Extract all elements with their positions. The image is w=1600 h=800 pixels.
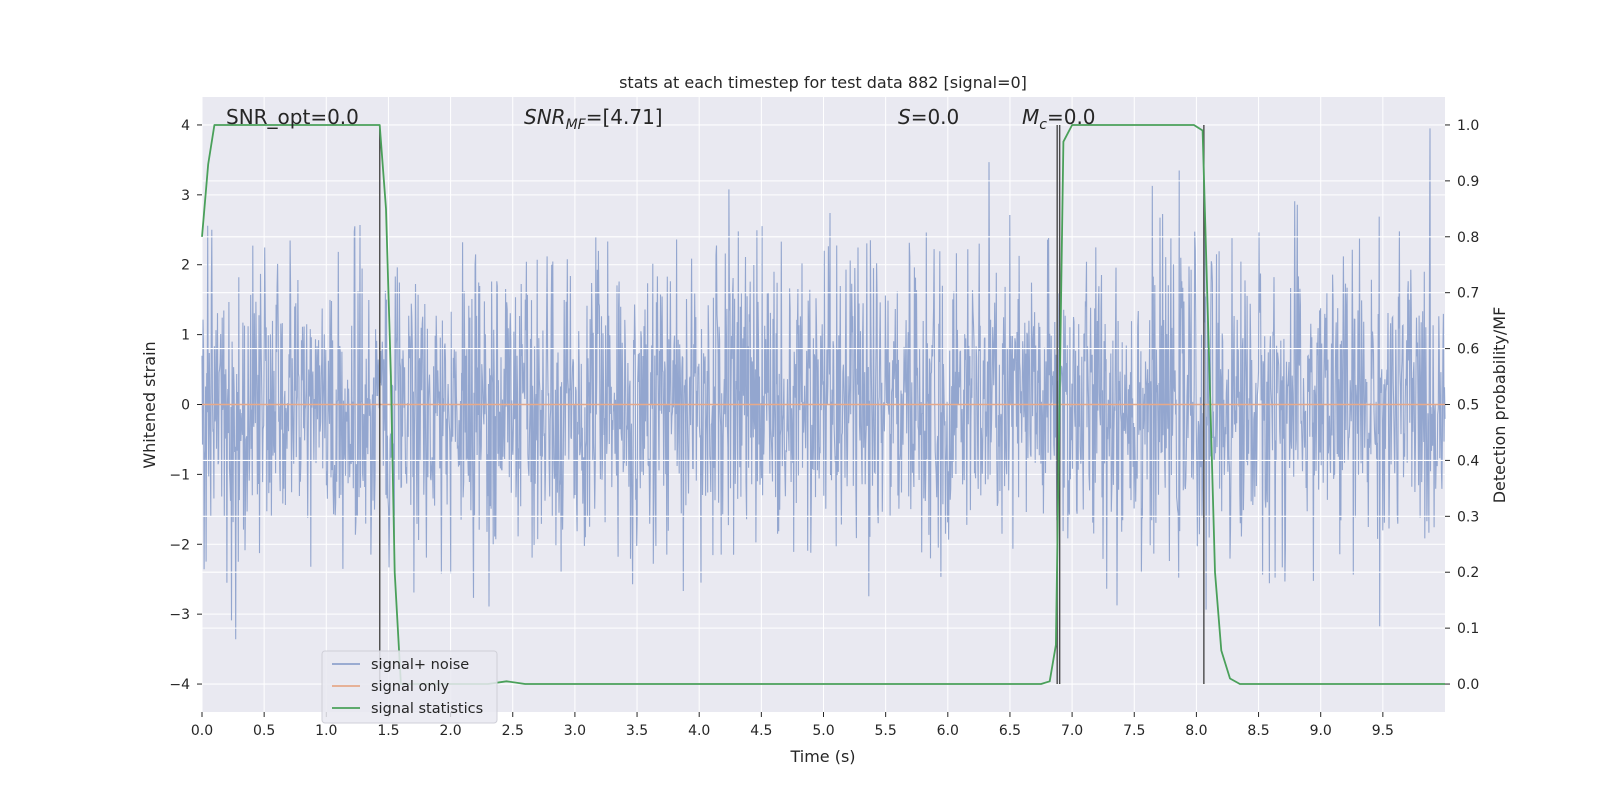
y-axis-label-right: Detection probability/MF: [1490, 307, 1509, 504]
x-tick-label: 3.0: [564, 723, 586, 739]
x-tick-label: 9.5: [1372, 723, 1394, 739]
legend-label-signal-statistics: signal statistics: [371, 701, 483, 717]
annotation-snr-mf-main: SNR: [524, 105, 566, 129]
y-left-tick-label: 4: [181, 118, 190, 134]
y-left-tick-label: 0: [181, 398, 190, 414]
annotation-mc-main: M: [1022, 105, 1039, 129]
annotation-snr-mf-sub: MF: [566, 117, 587, 133]
legend-label-signal-only: signal only: [371, 679, 450, 695]
signal-statistics-line: [201, 124, 1445, 685]
y-right-tick-label: 0.4: [1457, 453, 1479, 469]
x-tick-label: 5.0: [812, 723, 834, 739]
annotation-snr-mf: SNRMF=[4.71]: [524, 105, 663, 133]
x-tick-label: 6.0: [937, 723, 959, 739]
x-tick-label: 8.0: [1185, 723, 1207, 739]
y-left-tick-label: −1: [169, 467, 190, 483]
y-right-tick-label: 0.1: [1457, 621, 1479, 637]
annotation-snr-mf-value: =[4.71]: [586, 105, 663, 129]
x-tick-label: 4.5: [750, 723, 772, 739]
y-left-tick-label: −4: [169, 677, 190, 693]
y-right-tick-label: 0.8: [1457, 230, 1479, 246]
annotation-s-main: S: [898, 105, 911, 129]
x-tick-label: 2.5: [502, 723, 524, 739]
signal-statistics-series: [201, 124, 1445, 685]
y-left-tick-label: −2: [169, 537, 190, 553]
x-tick-label: 7.5: [1123, 723, 1145, 739]
legend-label-signal-noise: signal+ noise: [371, 657, 469, 673]
annotation-s: S=0.0: [898, 105, 959, 129]
y-right-tick-label: 0.9: [1457, 174, 1479, 190]
x-tick-label: 6.5: [999, 723, 1021, 739]
y-right-tick-label: 0.3: [1457, 509, 1479, 525]
y-right-tick-label: 0.7: [1457, 286, 1479, 302]
x-tick-label: 4.0: [688, 723, 710, 739]
signal-noise-line: [201, 128, 1446, 640]
annotation-snr-opt: SNR_opt=0.0: [226, 105, 359, 129]
x-tick-label: 8.5: [1247, 723, 1269, 739]
x-tick-label: 1.0: [315, 723, 337, 739]
annotation-mc-sub: c: [1039, 117, 1047, 133]
annotation-mc: Mc=0.0: [1022, 105, 1096, 133]
y-left-tick-label: 1: [181, 328, 190, 344]
x-tick-label: 3.5: [626, 723, 648, 739]
x-tick-label: 0.0: [191, 723, 213, 739]
y-axis-label-left: Whitened strain: [140, 341, 159, 468]
annotation-mc-value: =0.0: [1047, 105, 1096, 129]
y-right-tick-label: 0.2: [1457, 565, 1479, 581]
x-tick-label: 9.0: [1310, 723, 1332, 739]
x-tick-label: 0.5: [253, 723, 275, 739]
y-right-tick-label: 0.5: [1457, 398, 1479, 414]
legend: signal+ noise signal only signal statist…: [321, 650, 498, 724]
signal-noise-series: [201, 128, 1446, 640]
x-axis-label: Time (s): [789, 747, 855, 766]
axis-ticks: 0.0 0.5 1.0 1.5 2.0 2.5 3.0 3.5 4.0 4.5 5.0 5.5 6.0 6…: [169, 118, 1479, 739]
y-right-tick-label: 0.0: [1457, 677, 1479, 693]
legend-box: [321, 650, 498, 724]
x-tick-label: 1.5: [377, 723, 399, 739]
x-tick-label: 7.0: [1061, 723, 1083, 739]
x-tick-label: 5.5: [875, 723, 897, 739]
y-left-tick-label: −3: [169, 607, 190, 623]
chart-title: stats at each timestep for test data 882…: [619, 73, 1027, 92]
y-left-tick-label: 3: [181, 188, 190, 204]
x-tick-label: 2.0: [439, 723, 461, 739]
y-left-tick-label: 2: [181, 258, 190, 274]
y-right-tick-label: 1.0: [1457, 118, 1479, 134]
annotation-s-value: =0.0: [911, 105, 960, 129]
y-right-tick-label: 0.6: [1457, 342, 1479, 358]
